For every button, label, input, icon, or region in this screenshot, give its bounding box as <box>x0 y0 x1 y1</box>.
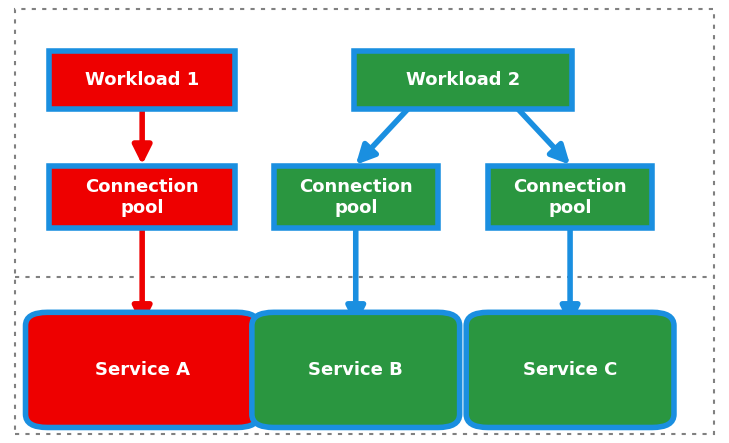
Text: Service C: Service C <box>523 361 617 379</box>
FancyBboxPatch shape <box>252 312 460 427</box>
FancyBboxPatch shape <box>274 166 437 228</box>
Text: Connection
pool: Connection pool <box>513 178 627 217</box>
Text: Service A: Service A <box>95 361 190 379</box>
Text: Connection
pool: Connection pool <box>299 178 413 217</box>
FancyBboxPatch shape <box>50 166 235 228</box>
Text: Workload 2: Workload 2 <box>406 71 520 89</box>
Text: Service B: Service B <box>308 361 403 379</box>
FancyBboxPatch shape <box>467 312 674 427</box>
Text: Workload 1: Workload 1 <box>85 71 199 89</box>
FancyBboxPatch shape <box>26 312 259 427</box>
FancyBboxPatch shape <box>354 51 572 109</box>
FancyBboxPatch shape <box>50 51 235 109</box>
FancyBboxPatch shape <box>488 166 652 228</box>
Text: Connection
pool: Connection pool <box>85 178 199 217</box>
